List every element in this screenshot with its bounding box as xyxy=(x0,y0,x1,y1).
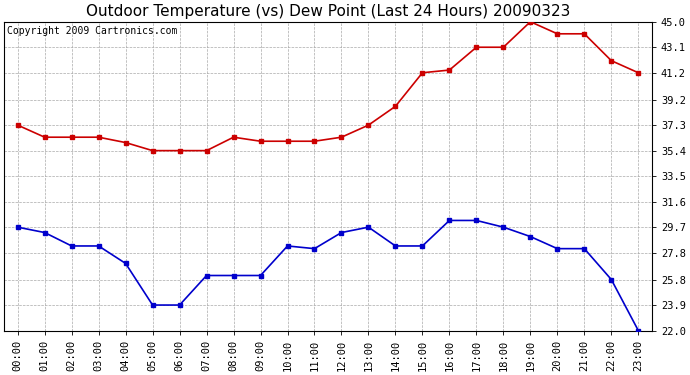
Text: Copyright 2009 Cartronics.com: Copyright 2009 Cartronics.com xyxy=(8,26,178,36)
Title: Outdoor Temperature (vs) Dew Point (Last 24 Hours) 20090323: Outdoor Temperature (vs) Dew Point (Last… xyxy=(86,4,570,19)
